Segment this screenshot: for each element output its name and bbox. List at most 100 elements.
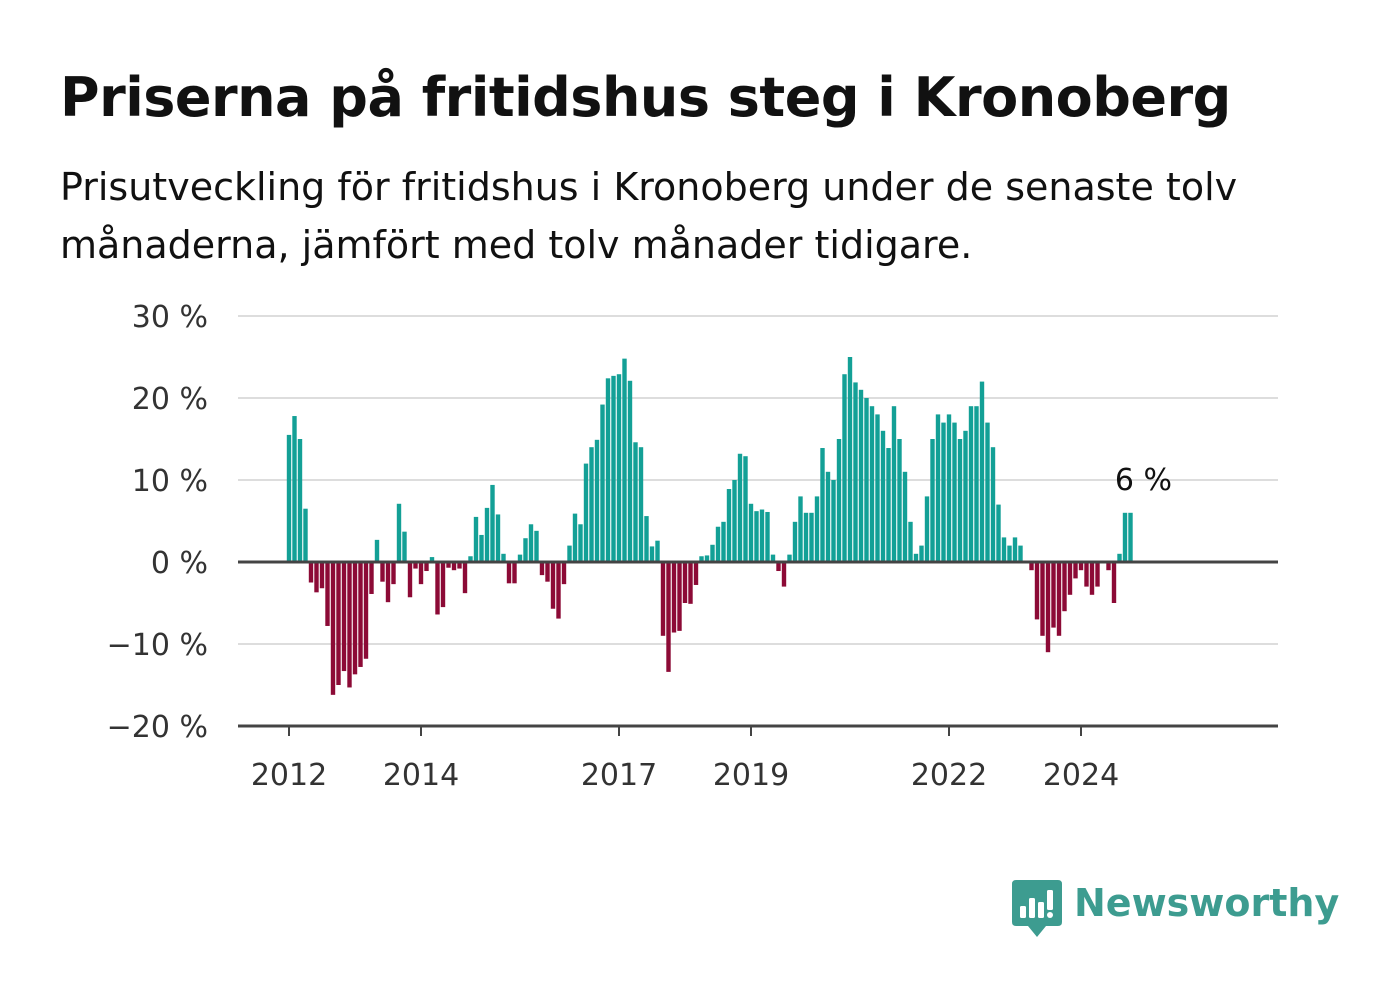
bar xyxy=(715,526,721,562)
bar xyxy=(996,504,1001,562)
bar xyxy=(484,507,490,562)
bar xyxy=(589,447,594,562)
bar xyxy=(424,562,429,572)
bar xyxy=(446,562,451,568)
bar xyxy=(539,562,545,576)
bar xyxy=(798,496,803,562)
bar xyxy=(314,562,319,593)
bar xyxy=(726,489,732,562)
bar xyxy=(1067,562,1073,595)
bar xyxy=(1062,562,1067,612)
bar xyxy=(781,562,787,587)
bar xyxy=(528,524,534,562)
bar xyxy=(512,562,517,584)
bar xyxy=(1029,562,1034,571)
bar xyxy=(963,430,968,562)
bar xyxy=(594,439,600,562)
bar xyxy=(578,524,583,562)
bar xyxy=(957,439,963,562)
bar xyxy=(380,562,385,582)
newsworthy-logo: Newsworthy xyxy=(1012,880,1339,940)
bar xyxy=(979,381,985,562)
bar xyxy=(490,484,495,562)
bar xyxy=(886,448,891,562)
bar xyxy=(743,456,748,562)
bar xyxy=(759,509,765,562)
bar xyxy=(677,562,682,631)
bar xyxy=(627,380,633,562)
bar xyxy=(880,430,886,562)
y-tick-label: 0 % xyxy=(151,546,208,581)
bar xyxy=(660,562,666,636)
bar xyxy=(567,545,572,562)
bar xyxy=(336,562,341,685)
bar xyxy=(831,480,836,562)
bar xyxy=(611,375,616,562)
bar xyxy=(1018,545,1023,562)
bar xyxy=(721,521,726,562)
bar xyxy=(369,562,374,594)
bar xyxy=(935,414,941,562)
latest-value-label: 6 % xyxy=(1115,463,1172,498)
bar xyxy=(682,562,688,603)
bar xyxy=(908,521,913,562)
bar xyxy=(1034,562,1040,620)
bar xyxy=(396,503,402,562)
bar xyxy=(946,414,952,562)
bar xyxy=(622,358,627,562)
bar xyxy=(732,480,737,562)
bar xyxy=(902,471,908,562)
bar xyxy=(710,544,715,562)
bar xyxy=(374,539,380,562)
y-axis-labels: −20 % −10 % 0 % 10 % 20 % 30 % xyxy=(107,300,208,745)
bar xyxy=(649,546,655,562)
bar xyxy=(468,556,473,562)
bar xyxy=(737,453,743,562)
x-tick-label: 2019 xyxy=(713,758,789,793)
bar xyxy=(671,562,677,633)
bar xyxy=(556,562,561,619)
bar xyxy=(1040,562,1045,636)
y-tick-label: −20 % xyxy=(107,710,208,745)
bar xyxy=(864,398,869,562)
bar xyxy=(429,557,435,562)
bar xyxy=(462,562,468,594)
bar xyxy=(501,553,506,562)
bar xyxy=(891,406,897,562)
brand-name: Newsworthy xyxy=(1074,881,1340,925)
chart-subtitle: Prisutveckling för fritidshus i Kronober… xyxy=(60,165,1238,267)
bar xyxy=(358,562,363,667)
bar xyxy=(699,556,704,562)
bar xyxy=(1051,562,1056,628)
bar xyxy=(605,378,611,562)
bar xyxy=(286,434,292,562)
bar xyxy=(1073,562,1078,579)
newsworthy-logo-icon xyxy=(1012,880,1062,937)
bar xyxy=(407,562,413,598)
bar xyxy=(330,562,336,695)
bar xyxy=(952,422,957,562)
bar xyxy=(550,562,556,609)
annotations: 6 % xyxy=(1115,463,1172,498)
bar xyxy=(451,562,457,571)
bar xyxy=(765,511,770,562)
bar xyxy=(1111,562,1117,603)
bar xyxy=(809,512,814,562)
bars xyxy=(286,357,1133,695)
bar xyxy=(919,545,924,562)
bar xyxy=(325,562,330,626)
bar xyxy=(858,389,864,562)
bar xyxy=(913,553,919,562)
bar xyxy=(303,508,308,562)
bar xyxy=(319,562,325,589)
x-axis-labels: 2012 2014 2017 2019 2022 2024 xyxy=(251,758,1119,793)
bar xyxy=(644,516,649,562)
bar xyxy=(583,463,589,562)
bar xyxy=(1078,562,1084,571)
bar xyxy=(842,374,847,562)
bar xyxy=(473,516,479,562)
bar xyxy=(990,447,996,562)
y-tick-label: 30 % xyxy=(132,300,208,335)
bar xyxy=(941,422,946,562)
bar xyxy=(600,404,605,562)
